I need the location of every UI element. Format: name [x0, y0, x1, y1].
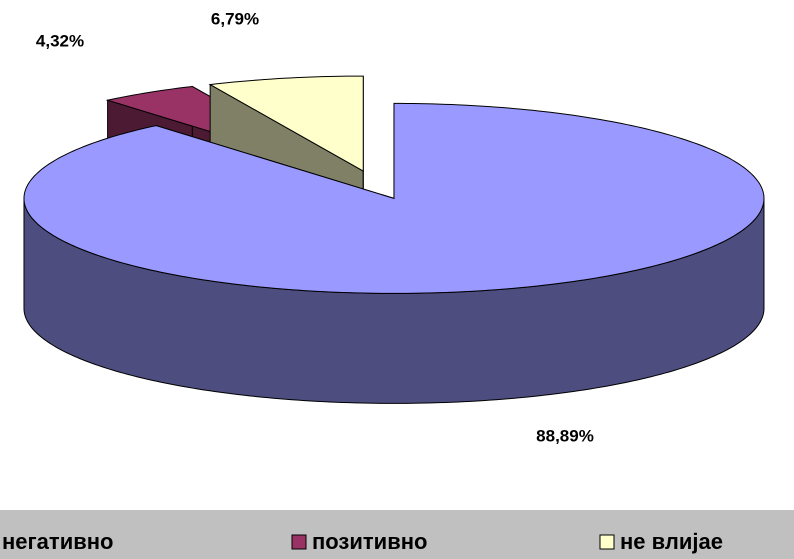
data-label: 6,79%: [211, 9, 259, 28]
legend-swatch: [599, 534, 615, 550]
legend-label: не влијае: [620, 529, 723, 554]
legend-band: [0, 510, 794, 559]
legend-label: негативно: [2, 529, 113, 554]
data-label: 4,32%: [36, 31, 84, 50]
slice: [208, 75, 364, 172]
legend-label: позитивно: [312, 529, 427, 554]
slice: [23, 102, 765, 294]
data-label: 88,89%: [536, 426, 594, 445]
legend-swatch: [291, 534, 307, 550]
